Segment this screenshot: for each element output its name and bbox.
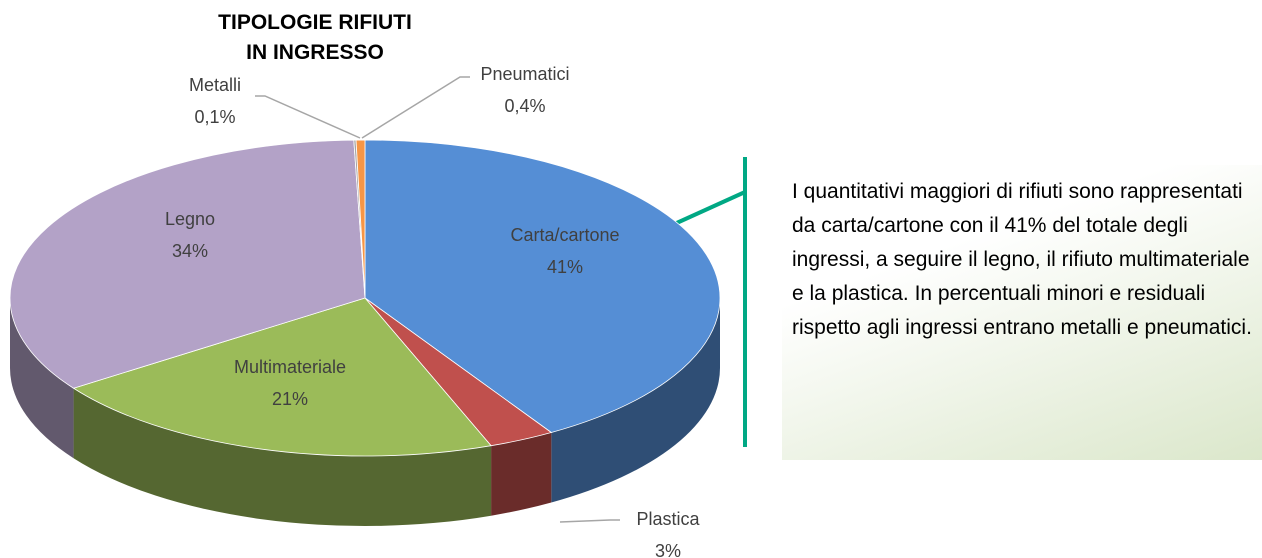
chart-title: TIPOLOGIE RIFIUTI IN INGRESSO — [218, 11, 412, 64]
slice-label: Multimateriale — [234, 357, 346, 377]
slice-value-label: 21% — [272, 389, 308, 409]
slice-label: Metalli — [189, 75, 241, 95]
slice-value-label: 0,1% — [194, 107, 235, 127]
leader-line — [255, 95, 361, 139]
slice-value-label: 0,4% — [504, 96, 545, 116]
callout-pointer — [669, 190, 746, 228]
pie-slice — [364, 139, 721, 433]
pie-slice — [9, 139, 366, 389]
leader-line — [559, 519, 620, 523]
slice-label: Plastica — [636, 509, 700, 529]
slice-label: Carta/cartone — [510, 225, 619, 245]
leader-line — [361, 76, 470, 139]
slice-value-label: 3% — [655, 541, 681, 558]
pie-slice — [355, 139, 366, 299]
slice-value-label: 34% — [172, 241, 208, 261]
slice-side — [10, 298, 74, 459]
slice-side — [491, 432, 552, 516]
pie-slice — [72, 297, 492, 457]
callout-text: I quantitativi maggiori di rifiuti sono … — [782, 165, 1262, 460]
slice-side — [73, 388, 492, 527]
slice-label: Pneumatici — [480, 64, 569, 84]
slice-value-label: 41% — [547, 257, 583, 277]
slice-label: Legno — [165, 209, 215, 229]
